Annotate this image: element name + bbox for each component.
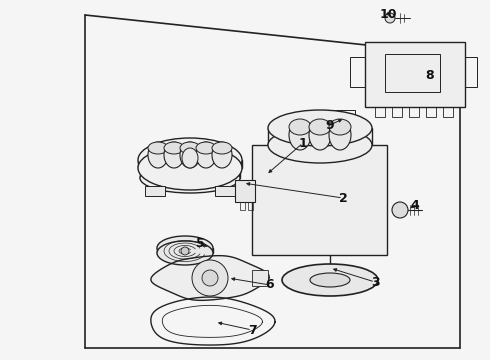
Circle shape [392,202,408,218]
Ellipse shape [148,142,168,154]
Ellipse shape [212,142,232,154]
Bar [426,107,436,117]
Circle shape [181,247,189,255]
Circle shape [385,13,395,23]
Bar [335,110,355,124]
Ellipse shape [180,142,200,154]
Ellipse shape [182,148,198,168]
Ellipse shape [148,142,168,168]
Ellipse shape [268,127,372,163]
Bar [385,54,440,92]
Bar [392,107,402,117]
Text: 9: 9 [326,118,334,131]
Ellipse shape [180,142,200,168]
Circle shape [192,260,228,296]
Bar [375,107,385,117]
Bar [409,107,419,117]
Polygon shape [151,256,269,300]
Ellipse shape [157,236,213,260]
Ellipse shape [309,120,331,150]
Bar [252,145,387,255]
Ellipse shape [140,163,240,193]
Ellipse shape [309,119,331,135]
Bar [215,186,235,196]
Bar [240,202,245,210]
Ellipse shape [196,142,216,168]
Ellipse shape [289,120,311,150]
Ellipse shape [164,142,184,154]
Text: 6: 6 [266,279,274,292]
Ellipse shape [138,138,242,182]
Ellipse shape [282,264,378,296]
Text: 7: 7 [247,324,256,337]
Ellipse shape [212,142,232,168]
Text: 5: 5 [196,237,204,249]
Text: 10: 10 [379,8,397,21]
Bar [235,180,255,202]
Bar [248,202,253,210]
Ellipse shape [138,146,242,190]
Ellipse shape [289,119,311,135]
Text: 4: 4 [411,198,419,212]
Ellipse shape [310,273,350,287]
Text: 8: 8 [426,68,434,81]
Text: 1: 1 [298,136,307,149]
Bar [443,107,453,117]
Bar [145,186,165,196]
Circle shape [202,270,218,286]
Bar [365,42,465,107]
Ellipse shape [268,110,372,146]
Ellipse shape [164,142,184,168]
Ellipse shape [329,120,351,150]
Bar [252,270,268,286]
Ellipse shape [157,241,213,265]
Text: 2: 2 [339,192,347,204]
Ellipse shape [196,142,216,154]
Ellipse shape [329,119,351,135]
Text: 3: 3 [371,275,379,288]
Bar [338,124,352,132]
